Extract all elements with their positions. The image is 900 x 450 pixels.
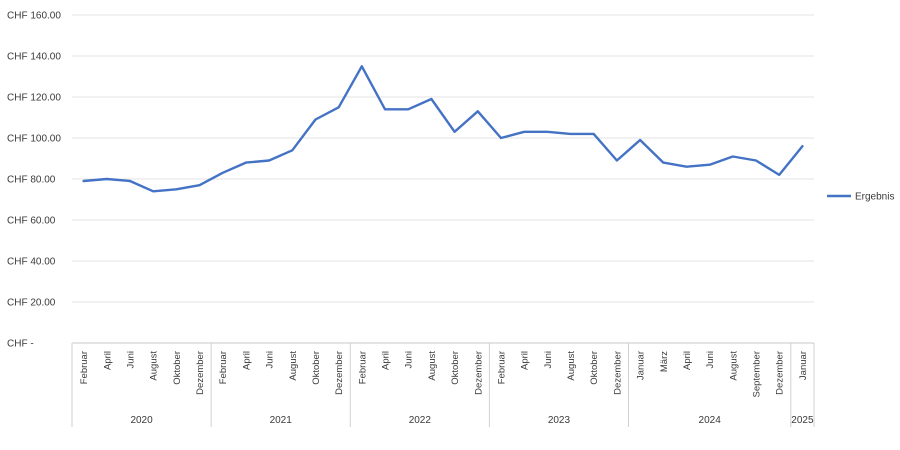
data-point — [245, 161, 247, 163]
x-tick-label: Juni — [404, 351, 415, 368]
x-tick-label: April — [520, 351, 531, 370]
x-tick-label: Dezember — [473, 351, 484, 395]
x-tick-label: Dezember — [775, 351, 786, 395]
year-group-label: 2020 — [130, 415, 153, 426]
y-tick-label: CHF 140.00 — [7, 52, 61, 63]
x-tick-label: Februar — [496, 351, 507, 384]
data-point — [338, 106, 340, 108]
data-point — [222, 172, 224, 174]
data-point — [407, 108, 409, 110]
data-point — [801, 145, 803, 147]
x-tick-label: April — [241, 351, 252, 370]
data-point — [569, 133, 571, 135]
x-tick-label: Oktober — [589, 351, 600, 385]
x-tick-label: August — [288, 351, 299, 381]
data-point — [709, 164, 711, 166]
data-point — [755, 159, 757, 161]
x-tick-label: Dezember — [612, 351, 623, 395]
data-point — [314, 118, 316, 120]
year-group-label: 2023 — [548, 415, 571, 426]
y-axis-tick-labels: CHF - CHF 20.00 CHF 40.00 CHF 60.00 CHF 80.0… — [7, 11, 61, 350]
x-tick-label: Januar — [798, 351, 809, 380]
data-point — [430, 98, 432, 100]
x-tick-label: Juni — [265, 351, 276, 368]
x-tick-label: Juni — [543, 351, 554, 368]
legend: Ergebnis — [827, 192, 894, 203]
data-point — [523, 131, 525, 133]
data-point — [477, 110, 479, 112]
data-point — [175, 188, 177, 190]
x-tick-label: Februar — [218, 351, 229, 384]
year-group-label: 2022 — [409, 415, 432, 426]
data-point — [662, 161, 664, 163]
year-group-label: 2021 — [270, 415, 293, 426]
data-point — [106, 178, 108, 180]
data-point — [616, 159, 618, 161]
data-point — [291, 149, 293, 151]
x-tick-label: März — [659, 351, 670, 372]
x-tick-label: Dezember — [334, 351, 345, 395]
series-line-ergebnis — [82, 65, 804, 193]
x-tick-label: April — [682, 351, 693, 370]
data-point — [639, 139, 641, 141]
y-tick-label: CHF 120.00 — [7, 93, 61, 104]
x-tick-label: August — [728, 351, 739, 381]
data-point — [361, 65, 363, 67]
y-tick-label: CHF 100.00 — [7, 134, 61, 145]
x-tick-label: Juni — [125, 351, 136, 368]
data-point — [453, 131, 455, 133]
x-tick-label: April — [381, 351, 392, 370]
x-tick-label: Juni — [705, 351, 716, 368]
data-point — [732, 155, 734, 157]
year-group-label: 2025 — [791, 415, 814, 426]
data-point — [384, 108, 386, 110]
y-tick-label: CHF 20.00 — [7, 298, 56, 309]
x-tick-label: Oktober — [311, 351, 322, 385]
y-tick-label: CHF 80.00 — [7, 175, 56, 186]
series-layer — [82, 65, 804, 193]
data-point — [198, 184, 200, 186]
data-point — [268, 159, 270, 161]
y-tick-label: CHF 60.00 — [7, 216, 56, 227]
data-point — [152, 190, 154, 192]
y-tick-label: CHF 40.00 — [7, 257, 56, 268]
x-tick-label: Januar — [636, 351, 647, 380]
legend-label: Ergebnis — [855, 192, 894, 203]
x-axis: Februar April Juni August Oktober Dezember Feb… — [71, 343, 815, 427]
data-point — [500, 137, 502, 139]
year-group-label: 2024 — [699, 415, 722, 426]
x-tick-label: April — [102, 351, 113, 370]
x-tick-label: Februar — [79, 351, 90, 384]
x-tick-label: Februar — [357, 351, 368, 384]
data-point — [546, 131, 548, 133]
x-tick-label: Oktober — [172, 351, 183, 385]
y-tick-label: CHF 160.00 — [7, 11, 61, 22]
y-tick-label: CHF - — [7, 339, 34, 350]
data-point — [593, 133, 595, 135]
x-tick-label: Dezember — [195, 351, 206, 395]
data-point — [685, 166, 687, 168]
x-tick-label: Oktober — [450, 351, 461, 385]
x-tick-label: August — [149, 351, 160, 381]
data-point — [778, 174, 780, 176]
data-point — [129, 180, 131, 182]
x-tick-label: August — [566, 351, 577, 381]
x-tick-label: September — [752, 351, 763, 397]
gridlines — [72, 14, 814, 344]
x-tick-label: August — [427, 351, 438, 381]
data-point — [82, 180, 84, 182]
